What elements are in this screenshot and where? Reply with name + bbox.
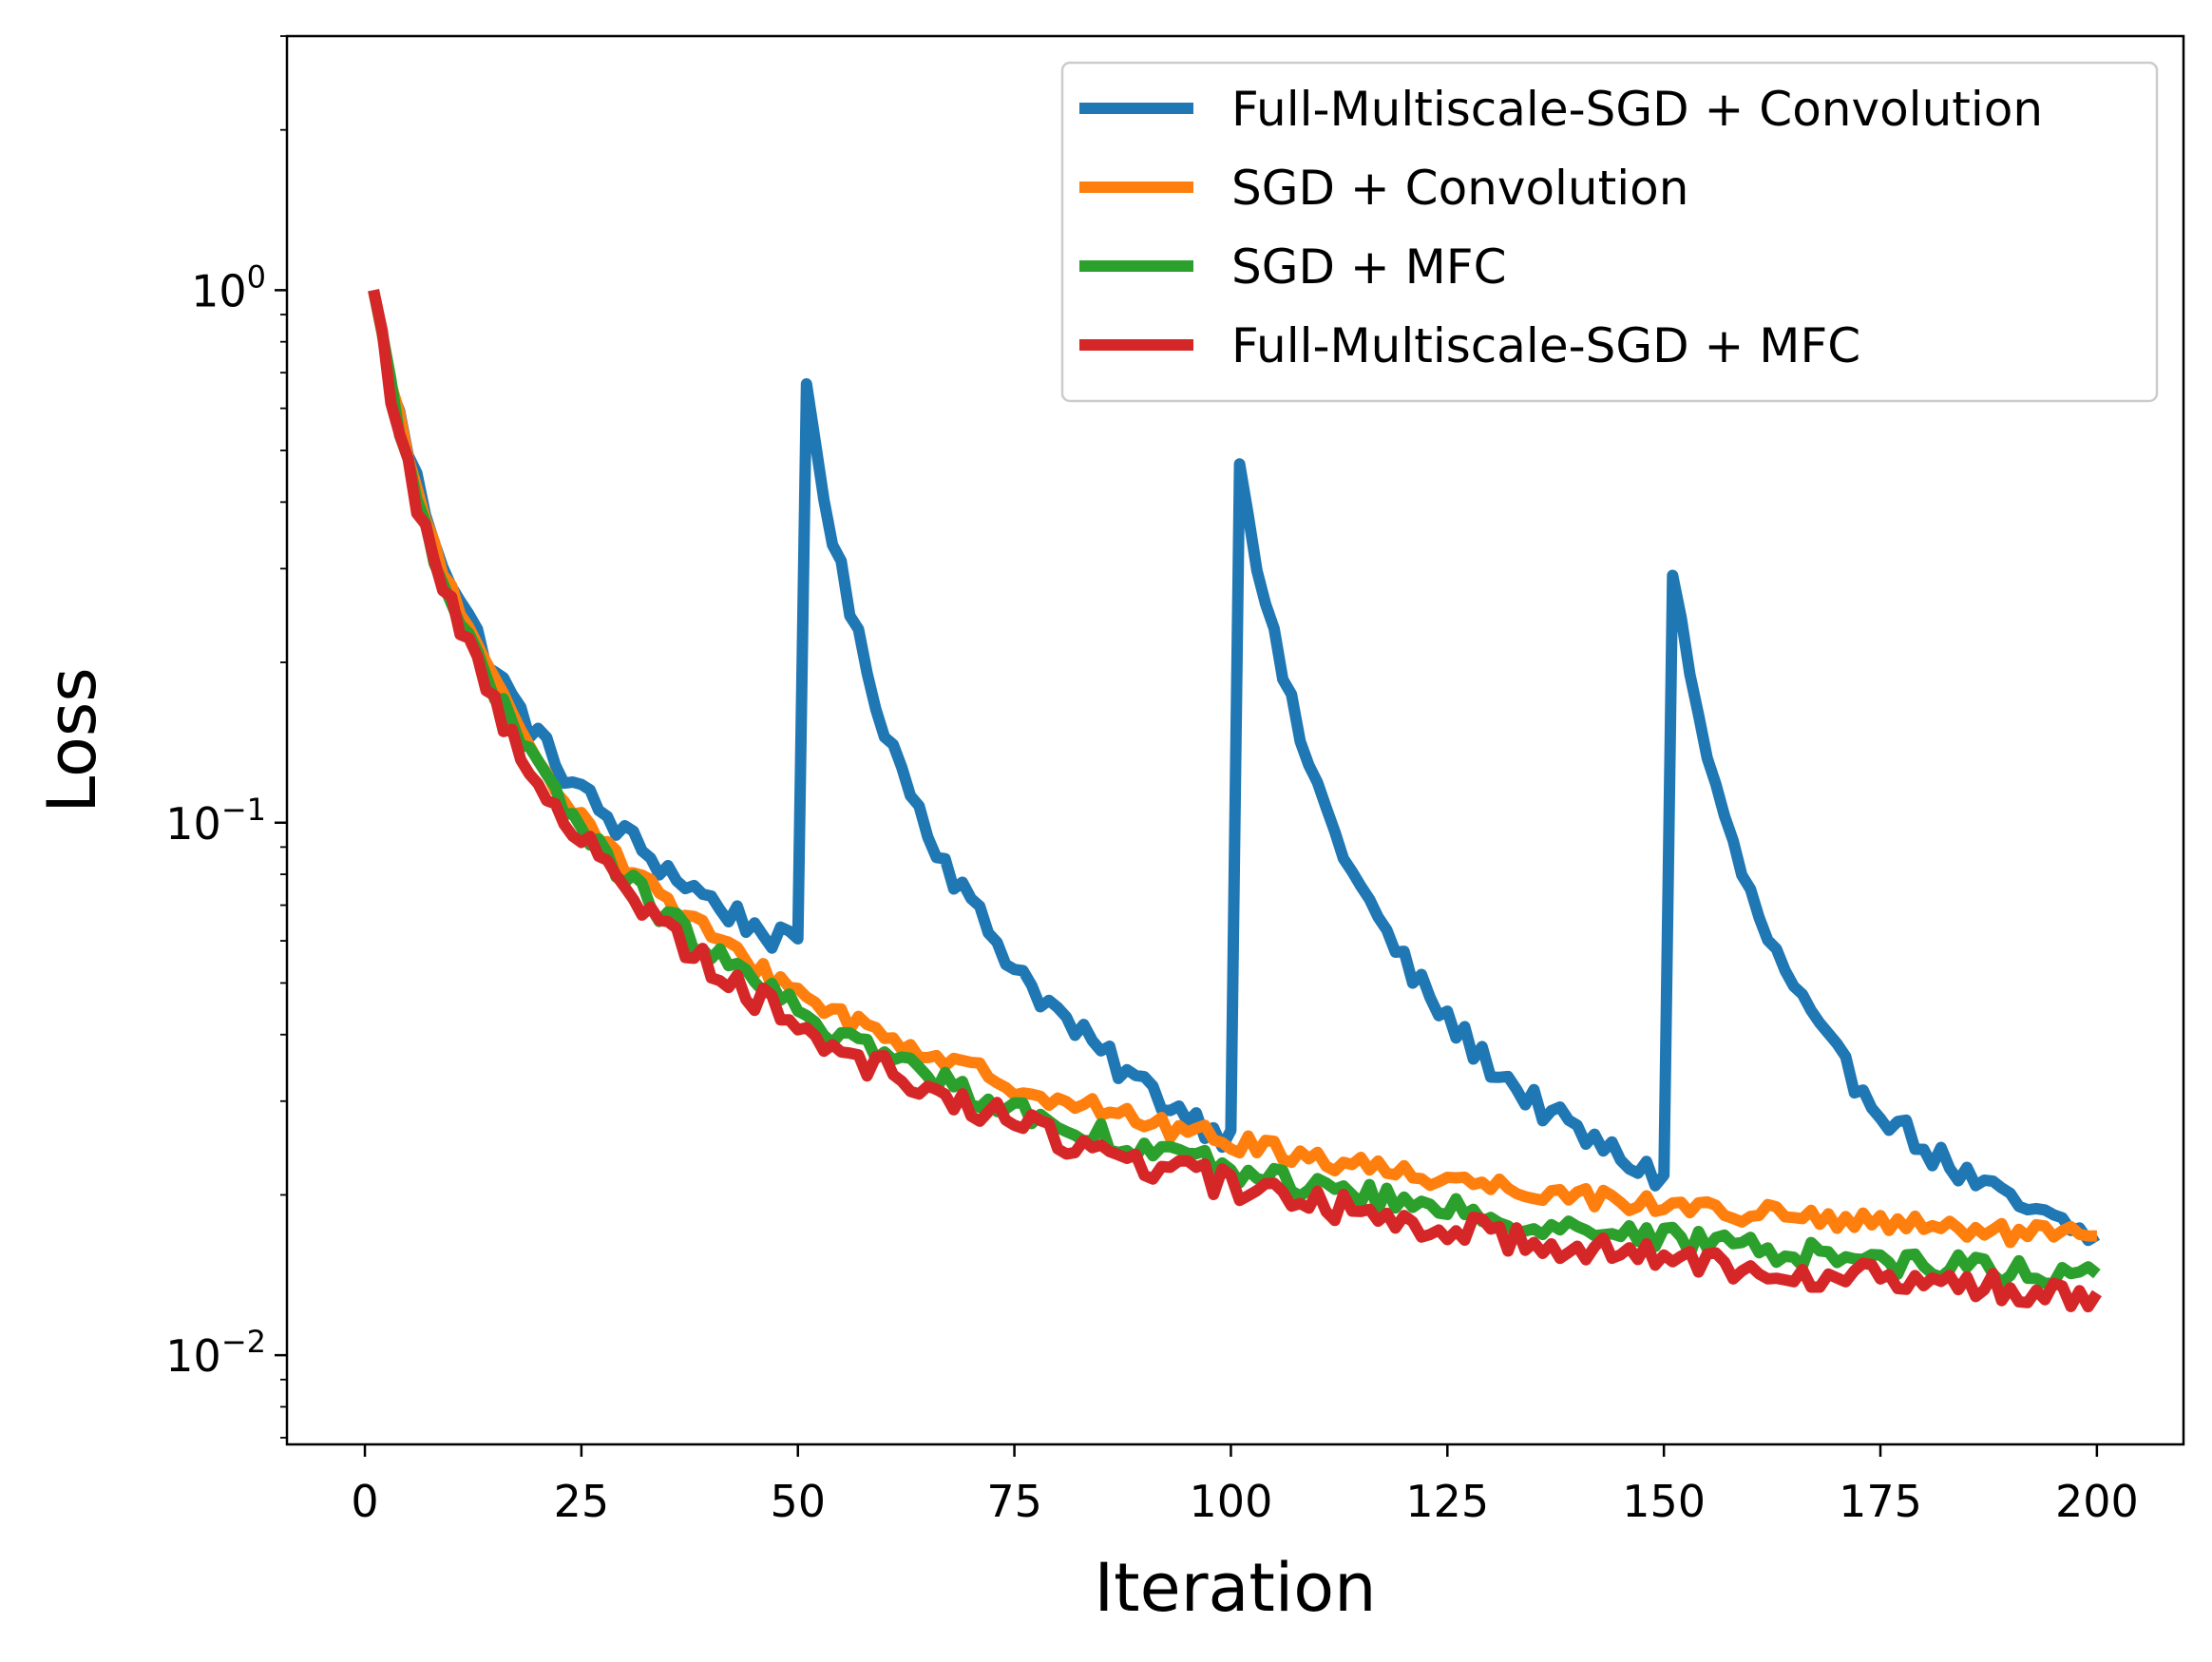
legend-label-full-multiscale-sgd-mfc: Full-Multiscale-SGD + MFC (1231, 318, 1860, 373)
x-tick-label-75: 75 (986, 1476, 1042, 1527)
legend-label-sgd-mfc: SGD + MFC (1231, 239, 1506, 295)
y-tick-base: 10 (165, 1330, 221, 1382)
series-line-sgd-convolution (368, 289, 2097, 1249)
y-tick-base: 10 (191, 265, 247, 316)
x-tick-label-125: 125 (1405, 1476, 1489, 1527)
legend-label-sgd-convolution: SGD + Convolution (1231, 161, 1688, 216)
legend: Full-Multiscale-SGD + Convolution SGD + C… (1060, 61, 2159, 403)
x-tick-label-25: 25 (554, 1476, 610, 1527)
legend-label-full-multiscale-sgd-convolution: Full-Multiscale-SGD + Convolution (1231, 82, 2043, 137)
x-axis-label: Iteration (1095, 1549, 1377, 1627)
series-layer (368, 289, 2102, 1313)
x-tick-label-0: 0 (351, 1476, 378, 1527)
series-line-full-multiscale-sgd-mfc (368, 289, 2102, 1313)
y-tick-label-0: 100 (191, 258, 266, 316)
x-tick-label-100: 100 (1190, 1476, 1273, 1527)
y-axis-label: Loss (33, 667, 111, 813)
x-tick-label-150: 150 (1622, 1476, 1706, 1527)
y-tick-label-−1: 10−1 (165, 792, 266, 850)
x-tick-label-200: 200 (2055, 1476, 2139, 1527)
x-tick-label-175: 175 (1839, 1476, 1922, 1527)
x-tick-label-50: 50 (770, 1476, 826, 1527)
series-line-full-multiscale-sgd-convolution (368, 289, 2101, 1247)
y-tick-exponent: −1 (221, 792, 266, 828)
y-tick-exponent: 0 (247, 258, 266, 295)
plot-frame (285, 34, 2185, 1446)
y-tick-base: 10 (165, 798, 221, 850)
y-tick-label-−2: 10−2 (165, 1324, 266, 1382)
legend-box (1060, 61, 2159, 403)
y-tick-exponent: −2 (221, 1324, 266, 1360)
